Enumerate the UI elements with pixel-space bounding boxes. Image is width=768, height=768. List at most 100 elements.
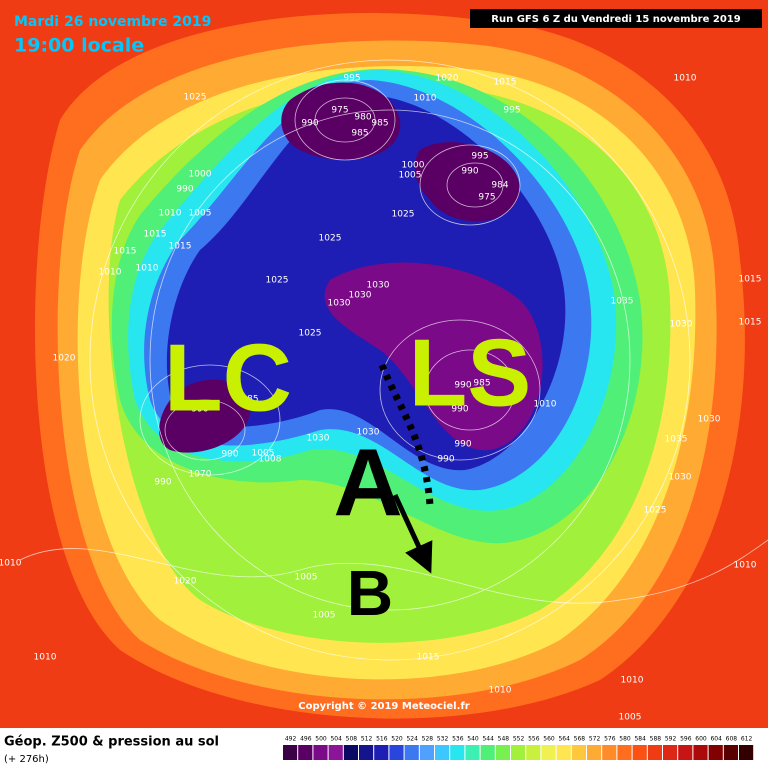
isobar-label: 1010 [534, 400, 557, 410]
scale-swatch [556, 745, 571, 760]
scale-label: 612 [741, 736, 753, 743]
scale-label: 544 [482, 736, 494, 743]
isobar-label: 1008 [259, 455, 282, 465]
legend-subtitle: (+ 276h) [4, 754, 49, 765]
isobar-label: 975 [478, 193, 495, 203]
scale-swatch [739, 745, 754, 760]
isobar-label: 1025 [392, 210, 415, 220]
scale-swatch [587, 745, 602, 760]
isobar-label: 1020 [53, 354, 76, 364]
scale-swatch [571, 745, 586, 760]
isobar-label: 1035 [611, 297, 634, 307]
run-box [470, 9, 762, 28]
isobar-label: 1015 [169, 242, 192, 252]
isobar-label: 1005 [252, 449, 275, 459]
scale-swatch [283, 745, 298, 760]
isobar-label: 995 [503, 106, 520, 116]
isobar-label: 990 [154, 478, 171, 488]
scale-label: 576 [604, 736, 616, 743]
isobar-label: 990 [191, 405, 208, 415]
scale-label: 548 [498, 736, 510, 743]
scale-label: 600 [695, 736, 707, 743]
scale-label: 560 [543, 736, 555, 743]
scale-swatch [495, 745, 510, 760]
isobar-label: 985 [241, 395, 258, 405]
scale-swatch [465, 745, 480, 760]
scale-label: 584 [634, 736, 646, 743]
scale-label: 556 [528, 736, 540, 743]
scale-swatch [678, 745, 693, 760]
isobar-label: 1010 [414, 94, 437, 104]
isobar-label: 1015 [114, 247, 137, 257]
isobar-label: 1025 [299, 329, 322, 339]
scale-swatch [450, 745, 465, 760]
scale-swatch [389, 745, 404, 760]
scale-swatch [511, 745, 526, 760]
scale-swatch [419, 745, 434, 760]
map-field [0, 0, 768, 728]
isobar-label: 990 [454, 440, 471, 450]
label-lc: LC [164, 324, 292, 431]
isobar-label: 1005 [619, 713, 642, 723]
isobar-label: 1030 [328, 299, 351, 309]
scale-label: 588 [650, 736, 662, 743]
scale-label: 608 [726, 736, 738, 743]
scale-swatch [693, 745, 708, 760]
isobar-label: 1010 [159, 209, 182, 219]
color-scale: 492 496 500 504 508 512 516 520 524 528 532 536 540 5… [283, 736, 754, 760]
isobar-label: 1015 [739, 318, 762, 328]
scale-label: 516 [376, 736, 388, 743]
scale-swatch [708, 745, 723, 760]
scale-swatch [404, 745, 419, 760]
isobar-label: 1025 [319, 234, 342, 244]
isobar-label: 990 [221, 450, 238, 460]
isobar-label: 1020 [436, 74, 459, 84]
isobar-label: 1015 [494, 78, 517, 88]
isobar-label: 1025 [184, 93, 207, 103]
isobar-label: 1005 [399, 171, 422, 181]
scale-label: 508 [346, 736, 358, 743]
isobar-label: 1000 [402, 161, 425, 171]
isobar-label: 1015 [144, 230, 167, 240]
isobar-label: 1010 [621, 676, 644, 686]
scale-label: 504 [330, 736, 342, 743]
isobar-label: 1010 [734, 561, 757, 571]
scale-label: 572 [589, 736, 601, 743]
isobar-label: 1010 [0, 559, 22, 569]
isobar-label: 990 [176, 185, 193, 195]
run-info: Run GFS 6 Z du Vendredi 15 novembre 2019 [491, 14, 740, 25]
isobar-label: 995 [343, 74, 360, 84]
isobar-label: 1015 [417, 653, 440, 663]
label-ls: LS [409, 319, 532, 426]
isobar-label: 1025 [266, 276, 289, 286]
isobar-label: 990 [451, 405, 468, 415]
scale-label: 592 [665, 736, 677, 743]
isobar-label: 1035 [665, 435, 688, 445]
isobar-label: 1010 [34, 653, 57, 663]
isobar-label: 1030 [307, 434, 330, 444]
scale-swatch [435, 745, 450, 760]
isobar-label: 1010 [674, 74, 697, 84]
isobar-label: 1070 [189, 470, 212, 480]
label-b: B [347, 557, 393, 629]
isobar-label: 1030 [670, 320, 693, 330]
scale-label: 520 [391, 736, 403, 743]
label-a: A [333, 429, 402, 536]
scale-label: 564 [558, 736, 570, 743]
scale-swatch [374, 745, 389, 760]
scale-label: 496 [300, 736, 312, 743]
isobar-label: 1010 [136, 264, 159, 274]
forecast-date: Mardi 26 novembre 2019 [14, 14, 211, 30]
scale-swatch [723, 745, 738, 760]
forecast-time: 19:00 locale [14, 35, 144, 57]
scale-label: 580 [619, 736, 631, 743]
isobar-label: 1030 [349, 291, 372, 301]
isobar-label: 990 [301, 119, 318, 129]
scale-swatch [328, 745, 343, 760]
scale-label: 492 [285, 736, 297, 743]
isobar-label: 1015 [739, 275, 762, 285]
scale-swatch [480, 745, 495, 760]
isobar-label: 985 [351, 129, 368, 139]
